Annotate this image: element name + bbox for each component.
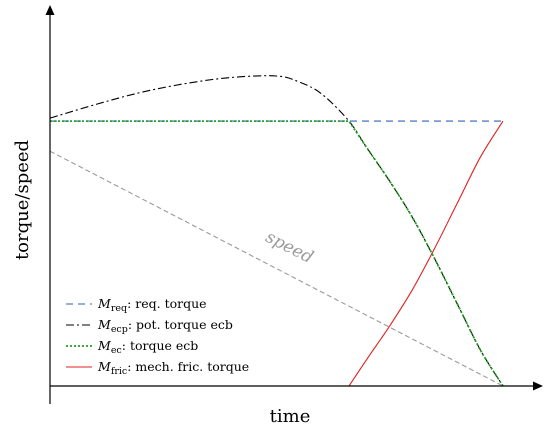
legend-symbol: M bbox=[97, 317, 112, 332]
legend-symbol: M bbox=[97, 338, 112, 353]
series-layer bbox=[49, 75, 504, 387]
series-line-fric bbox=[50, 120, 504, 387]
x-axis-arrow bbox=[533, 381, 543, 391]
y-axis-label: torque/speed bbox=[12, 140, 33, 260]
legend-symbol: M bbox=[97, 359, 112, 374]
legend-subscript: req bbox=[111, 303, 127, 314]
legend-symbol: M bbox=[97, 296, 112, 311]
series-line-ecp bbox=[49, 75, 504, 387]
legend-entry-ecp: Mecp: pot. torque ecb bbox=[97, 317, 233, 335]
y-axis-arrow bbox=[45, 5, 55, 15]
legend-description: : torque ecb bbox=[122, 338, 199, 353]
speed-annotation: speed bbox=[262, 227, 316, 268]
legend-description: : pot. torque ecb bbox=[128, 317, 233, 332]
series-line-speed bbox=[49, 150, 504, 387]
legend-entry-ec: Mec: torque ecb bbox=[97, 338, 198, 356]
x-axis-label: time bbox=[270, 406, 311, 427]
legend-entry-fric: Mfric: mech. fric. torque bbox=[97, 359, 249, 377]
legend-subscript: fric bbox=[111, 366, 127, 377]
legend-subscript: ecp bbox=[111, 324, 128, 335]
axes bbox=[45, 5, 543, 404]
legend-subscript: ec bbox=[111, 345, 122, 356]
legend-description: : req. torque bbox=[127, 296, 206, 311]
legend-entry-req: Mreq: req. torque bbox=[97, 296, 207, 314]
legend-description: : mech. fric. torque bbox=[127, 359, 249, 374]
